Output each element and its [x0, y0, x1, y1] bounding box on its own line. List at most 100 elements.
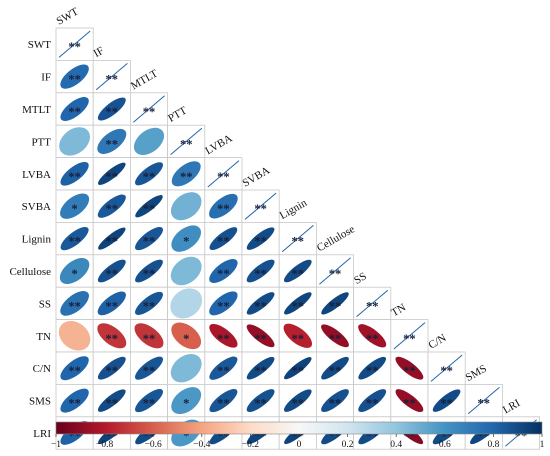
significance-mark: ** — [292, 299, 305, 313]
cell-mtlt-if: ** — [92, 92, 131, 126]
correlation-ellipse — [60, 226, 89, 251]
correlation-ellipse — [358, 356, 387, 380]
cell-lignin-ptt: * — [167, 221, 206, 256]
cell-ss-ss: ** — [353, 286, 392, 321]
correlation-ellipse — [209, 356, 238, 380]
diagonal-line — [244, 192, 277, 220]
significance-mark: ** — [180, 137, 193, 151]
matrix-cells: **** **** ** **** **** ** ** ** *** ** ** ** **** ** *… — [55, 27, 540, 450]
correlation-ellipse — [246, 324, 275, 348]
correlation-ellipse — [171, 225, 202, 252]
significance-mark: ** — [68, 40, 81, 54]
significance-mark: ** — [68, 170, 81, 184]
colorbar-tick-label: 0.2 — [342, 440, 354, 450]
correlation-ellipse — [60, 161, 89, 186]
significance-mark: ** — [366, 397, 379, 411]
cell-if-if: ** — [92, 60, 131, 94]
significance-mark: ** — [254, 235, 267, 249]
correlation-ellipse — [209, 291, 238, 316]
cell-cellulose-mtlt: ** — [129, 254, 168, 288]
row-label-mtlt: MTLT — [22, 104, 51, 116]
cell-ss-if: ** — [92, 286, 131, 321]
correlation-ellipse — [135, 356, 163, 380]
correlation-ellipse — [170, 192, 202, 221]
significance-mark: ** — [106, 364, 119, 378]
cell-sms-lvba: ** — [204, 383, 243, 418]
correlation-ellipse — [97, 259, 126, 283]
cell-c-n-swt: ** — [55, 351, 94, 385]
significance-mark: ** — [329, 299, 342, 313]
cell-sms-sms: ** — [464, 383, 503, 418]
cell-ptt-ptt: ** — [167, 124, 206, 158]
row-label-ss: SS — [39, 298, 51, 310]
correlation-ellipse — [170, 256, 202, 286]
cell-sms-ss: ** — [353, 383, 392, 418]
correlation-ellipse — [97, 323, 127, 349]
correlation-ellipse — [358, 389, 387, 413]
cell-lignin-mtlt: ** — [129, 221, 168, 256]
row-label-c-n: C/N — [33, 363, 51, 375]
correlation-ellipse — [284, 292, 312, 315]
diagonal-line — [467, 387, 500, 415]
colorbar-tick-label: 0 — [297, 440, 302, 450]
correlation-ellipse — [358, 324, 387, 348]
row-label-cellulose: Cellulose — [9, 266, 51, 278]
significance-mark: ** — [292, 332, 305, 346]
cell-tn-ptt: * — [167, 319, 206, 353]
diagonal-line — [207, 160, 240, 188]
cell-sms-ptt: * — [167, 383, 206, 418]
cell-sms-swt: ** — [55, 383, 94, 418]
significance-mark: ** — [106, 235, 119, 249]
cell-svba-ptt — [167, 189, 206, 223]
significance-mark: ** — [106, 170, 119, 184]
significance-mark: ** — [106, 73, 119, 87]
cell-c-n-mtlt: ** — [129, 351, 168, 385]
colorbar-gradient — [55, 421, 543, 435]
cell-swt-swt: ** — [55, 27, 94, 61]
significance-mark: ** — [366, 332, 379, 346]
cell-sms-cellulose: ** — [315, 383, 354, 418]
significance-mark: ** — [106, 202, 119, 216]
row-label-svba: SVBA — [22, 201, 51, 213]
significance-mark: ** — [292, 235, 305, 249]
cell-cellulose-if: ** — [92, 254, 131, 288]
significance-mark: ** — [366, 299, 379, 313]
significance-mark: ** — [143, 397, 156, 411]
cell-c-n-lignin: ** — [278, 351, 317, 385]
significance-mark: ** — [106, 299, 119, 313]
row-label-if: IF — [41, 72, 51, 84]
cell-sms-mtlt: ** — [129, 383, 168, 418]
cell-ptt-swt — [55, 124, 94, 158]
significance-mark: ** — [478, 397, 491, 411]
correlation-ellipse — [59, 127, 91, 156]
significance-mark: ** — [366, 364, 379, 378]
cell-svba-mtlt: ** — [129, 189, 168, 223]
cell-lignin-if: ** — [92, 221, 131, 256]
colorbar-tick-label: −0.8 — [96, 440, 113, 450]
significance-mark: ** — [106, 137, 119, 151]
column-label-if: IF — [92, 45, 106, 60]
correlation-ellipse — [60, 193, 90, 219]
correlation-ellipse — [60, 97, 89, 121]
significance-mark: ** — [143, 235, 156, 249]
significance-mark: ** — [254, 202, 267, 216]
cell-c-n-ptt — [167, 351, 206, 385]
colorbar-tick-label: −1 — [51, 440, 61, 450]
cell-ptt-mtlt — [129, 124, 168, 158]
significance-mark: ** — [217, 332, 230, 346]
cell-tn-lvba: ** — [204, 319, 243, 353]
diagonal-line — [58, 30, 91, 58]
cell-sms-if: ** — [92, 383, 131, 418]
significance-mark: ** — [143, 299, 156, 313]
significance-mark: ** — [329, 397, 342, 411]
correlation-ellipse — [209, 227, 238, 251]
colorbar-tick-label: 0.6 — [439, 440, 451, 450]
diagonal-line — [281, 225, 314, 253]
cell-c-n-svba: ** — [241, 351, 280, 385]
colorbar-tick-label: −0.6 — [145, 440, 162, 450]
cell-ss-svba: ** — [241, 286, 280, 321]
significance-mark: * — [183, 332, 189, 346]
significance-mark: ** — [440, 364, 453, 378]
correlation-ellipse — [60, 388, 89, 413]
significance-mark: ** — [68, 105, 81, 119]
